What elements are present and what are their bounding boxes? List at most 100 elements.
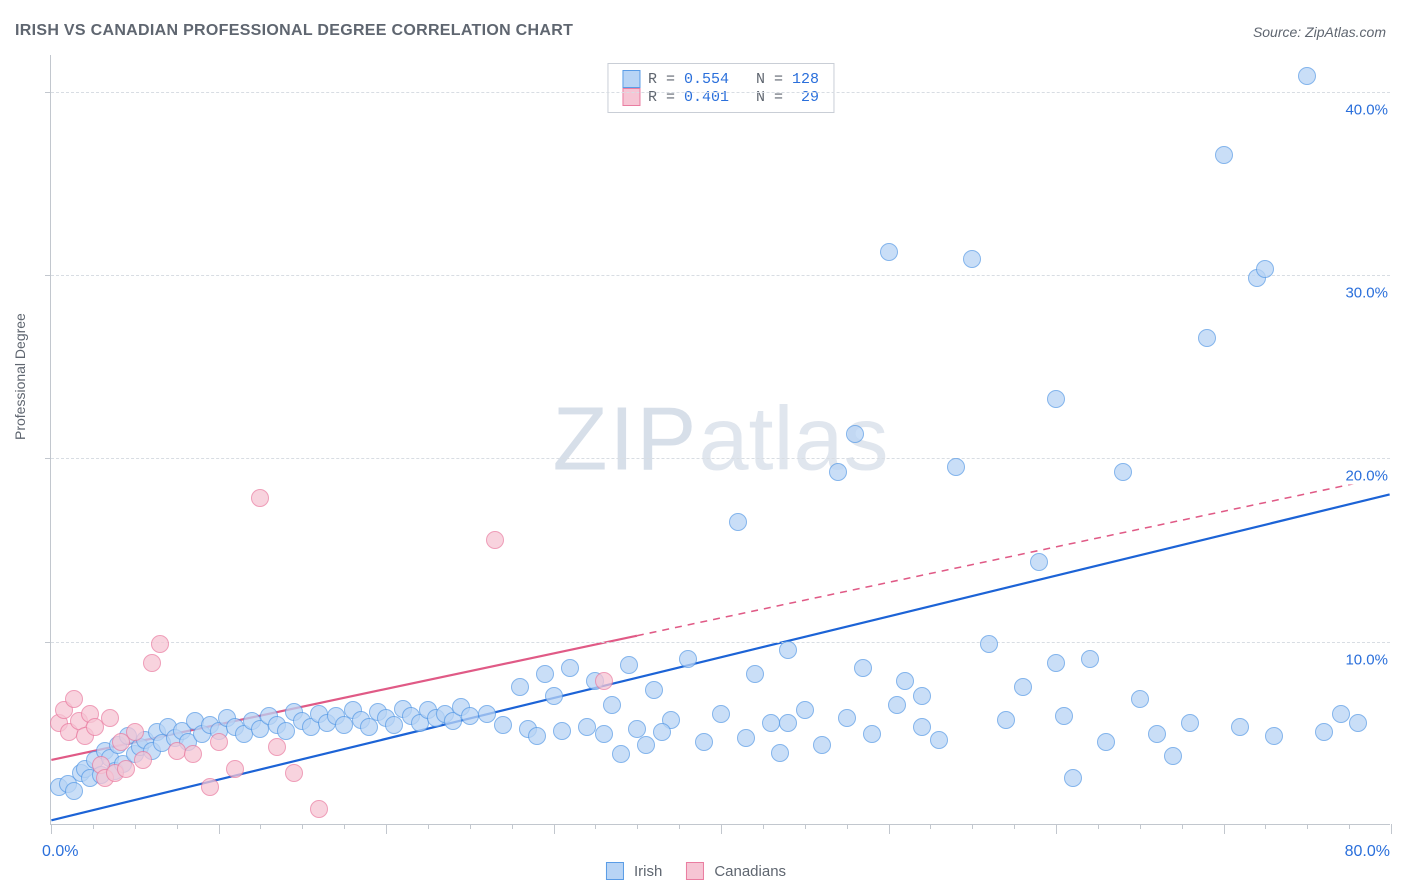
scatter-point bbox=[1030, 553, 1048, 571]
x-tick-minor bbox=[972, 824, 973, 829]
scatter-point bbox=[963, 250, 981, 268]
scatter-point bbox=[1097, 733, 1115, 751]
scatter-point bbox=[595, 672, 613, 690]
scatter-point bbox=[1256, 260, 1274, 278]
scatter-point bbox=[779, 641, 797, 659]
x-tick-minor bbox=[930, 824, 931, 829]
x-tick-major bbox=[1391, 824, 1392, 834]
legend-correlation: R = 0.554 N = 128R = 0.401 N = 29 bbox=[607, 63, 834, 113]
scatter-point bbox=[1131, 690, 1149, 708]
scatter-point bbox=[494, 716, 512, 734]
x-tick-minor bbox=[1014, 824, 1015, 829]
x-tick-minor bbox=[1182, 824, 1183, 829]
scatter-point bbox=[251, 489, 269, 507]
scatter-point bbox=[1298, 67, 1316, 85]
scatter-point bbox=[1081, 650, 1099, 668]
scatter-point bbox=[1114, 463, 1132, 481]
scatter-point bbox=[771, 744, 789, 762]
x-tick-minor bbox=[763, 824, 764, 829]
x-tick-major bbox=[51, 824, 52, 834]
scatter-point bbox=[65, 690, 83, 708]
x-tick-minor bbox=[428, 824, 429, 829]
x-tick-major bbox=[386, 824, 387, 834]
scatter-point bbox=[1014, 678, 1032, 696]
y-tick-label: 10.0% bbox=[1341, 651, 1392, 668]
scatter-point bbox=[612, 745, 630, 763]
scatter-point bbox=[561, 659, 579, 677]
scatter-point bbox=[1349, 714, 1367, 732]
scatter-point bbox=[486, 531, 504, 549]
scatter-point bbox=[184, 745, 202, 763]
scatter-point bbox=[695, 733, 713, 751]
scatter-point bbox=[947, 458, 965, 476]
scatter-point bbox=[645, 681, 663, 699]
legend-swatch bbox=[686, 862, 704, 880]
y-tick-mark bbox=[45, 92, 51, 93]
x-tick-minor bbox=[1349, 824, 1350, 829]
scatter-point bbox=[712, 705, 730, 723]
scatter-point bbox=[117, 760, 135, 778]
scatter-point bbox=[553, 722, 571, 740]
scatter-point bbox=[65, 782, 83, 800]
scatter-point bbox=[210, 733, 228, 751]
x-tick-minor bbox=[135, 824, 136, 829]
scatter-point bbox=[310, 800, 328, 818]
y-tick-label: 40.0% bbox=[1341, 101, 1392, 118]
x-tick-max-label: 80.0% bbox=[1345, 843, 1390, 861]
scatter-point bbox=[637, 736, 655, 754]
scatter-point bbox=[729, 513, 747, 531]
scatter-point bbox=[603, 696, 621, 714]
scatter-point bbox=[846, 425, 864, 443]
gridline bbox=[51, 92, 1390, 93]
scatter-point bbox=[1181, 714, 1199, 732]
trend-line bbox=[51, 494, 1389, 820]
scatter-point bbox=[620, 656, 638, 674]
chart-title: IRISH VS CANADIAN PROFESSIONAL DEGREE CO… bbox=[15, 22, 573, 40]
x-tick-minor bbox=[1098, 824, 1099, 829]
scatter-point bbox=[746, 665, 764, 683]
scatter-plot: ZIPatlas R = 0.554 N = 128R = 0.401 N = … bbox=[50, 55, 1390, 825]
x-tick-minor bbox=[512, 824, 513, 829]
scatter-point bbox=[628, 720, 646, 738]
scatter-point bbox=[863, 725, 881, 743]
x-tick-minor bbox=[679, 824, 680, 829]
scatter-point bbox=[461, 707, 479, 725]
scatter-point bbox=[888, 696, 906, 714]
scatter-point bbox=[528, 727, 546, 745]
x-tick-major bbox=[889, 824, 890, 834]
scatter-point bbox=[896, 672, 914, 690]
y-tick-mark bbox=[45, 458, 51, 459]
scatter-point bbox=[385, 716, 403, 734]
gridline bbox=[51, 275, 1390, 276]
scatter-point bbox=[151, 635, 169, 653]
scatter-point bbox=[143, 654, 161, 672]
x-tick-minor bbox=[847, 824, 848, 829]
scatter-point bbox=[813, 736, 831, 754]
legend-correlation-text: R = 0.554 N = 128 bbox=[648, 71, 819, 88]
x-tick-minor bbox=[1307, 824, 1308, 829]
chart-source: Source: ZipAtlas.com bbox=[1253, 24, 1386, 40]
scatter-point bbox=[285, 764, 303, 782]
scatter-point bbox=[679, 650, 697, 668]
scatter-point bbox=[478, 705, 496, 723]
x-tick-major bbox=[554, 824, 555, 834]
y-axis-label: Professional Degree bbox=[12, 313, 28, 440]
x-tick-minor bbox=[177, 824, 178, 829]
y-tick-label: 30.0% bbox=[1341, 285, 1392, 302]
scatter-point bbox=[930, 731, 948, 749]
scatter-point bbox=[838, 709, 856, 727]
scatter-point bbox=[762, 714, 780, 732]
x-tick-minor bbox=[260, 824, 261, 829]
scatter-point bbox=[1164, 747, 1182, 765]
scatter-point bbox=[1047, 654, 1065, 672]
x-tick-minor bbox=[344, 824, 345, 829]
x-tick-minor bbox=[93, 824, 94, 829]
scatter-point bbox=[653, 723, 671, 741]
scatter-point bbox=[997, 711, 1015, 729]
scatter-point bbox=[737, 729, 755, 747]
x-tick-minor bbox=[805, 824, 806, 829]
x-tick-minor bbox=[1140, 824, 1141, 829]
legend-swatch bbox=[606, 862, 624, 880]
legend-series-label: Canadians bbox=[714, 863, 786, 880]
scatter-point bbox=[1215, 146, 1233, 164]
